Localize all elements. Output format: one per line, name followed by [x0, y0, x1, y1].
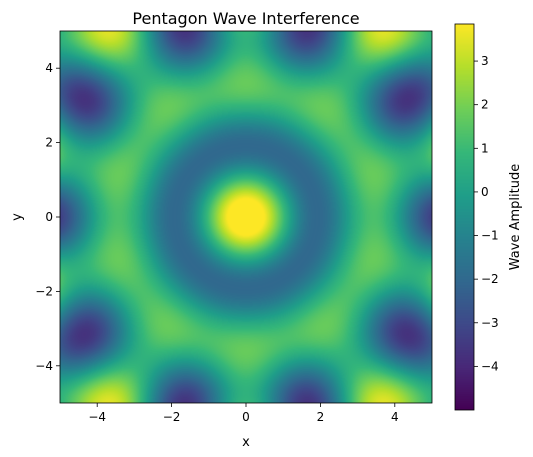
x-axis: −4 −2 0 2 4	[88, 403, 399, 424]
x-axis-label: x	[242, 435, 250, 450]
x-tick-label: 4	[391, 410, 399, 424]
colorbar-tick-label: −4	[481, 359, 499, 373]
colorbar-tick-label: −2	[481, 272, 499, 286]
chart-title: Pentagon Wave Interference	[132, 9, 359, 28]
y-axis-label: y	[10, 213, 25, 221]
y-tick-label: 0	[45, 210, 53, 224]
colorbar-tick-label: 2	[481, 98, 489, 112]
colorbar-tick-label: −1	[481, 229, 499, 243]
y-tick-label: 4	[45, 61, 53, 75]
plot-frame	[59, 30, 433, 404]
y-tick-label: −4	[35, 359, 53, 373]
y-tick-label: 2	[45, 136, 53, 150]
colorbar-gradient	[455, 24, 474, 410]
y-axis: −4 −2 0 2 4	[35, 61, 60, 373]
colorbar-tick-label: 1	[481, 141, 489, 155]
colorbar-axis: −4 −3 −2 −1 0 1 2 3	[474, 54, 499, 373]
x-tick-label: −2	[163, 410, 181, 424]
colorbar-tick-label: 0	[481, 185, 489, 199]
y-tick-label: −2	[35, 284, 53, 298]
heatmap-image	[60, 31, 432, 403]
colorbar-tick-label: −3	[481, 316, 499, 330]
x-tick-label: 0	[242, 410, 250, 424]
colorbar-frame	[454, 23, 475, 411]
colorbar-tick-label: 3	[481, 54, 489, 68]
colorbar-label: Wave Amplitude	[508, 164, 523, 270]
x-tick-label: −4	[88, 410, 106, 424]
x-tick-label: 2	[317, 410, 325, 424]
